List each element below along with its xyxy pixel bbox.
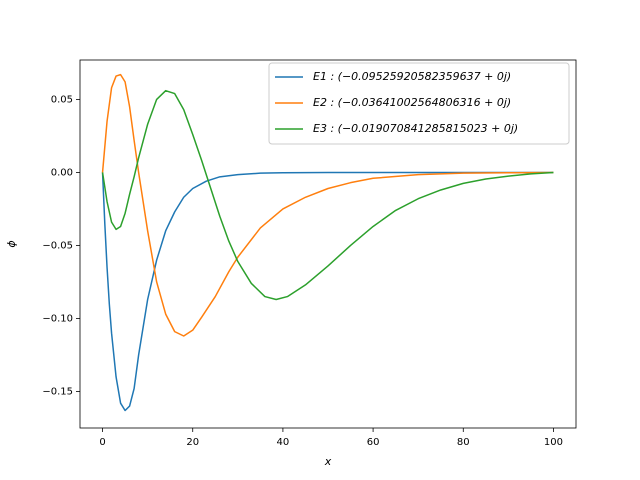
line-series [101,89,554,301]
legend-label: E2 : (−0.03641002564806316 + 0j) [313,96,511,109]
x-tick-label: 100 [544,437,563,448]
legend-box [268,62,570,145]
y-tick-label: −0.15 [42,386,73,397]
line-series [101,73,554,337]
legend-label: E3 : (−0.019070841285815023 + 0j) [313,122,518,135]
plot-frame [79,59,577,429]
line-series [101,171,554,412]
y-tick-label: −0.10 [42,313,73,324]
legend-label: E1 : (−0.09525920582359637 + 0j) [313,70,511,83]
x-tick-label: 60 [367,437,380,448]
y-tick-label: −0.05 [42,240,73,251]
x-axis-label: x [324,455,332,468]
x-tick-label: 20 [186,437,199,448]
x-tick-label: 40 [277,437,290,448]
y-tick-label: 0.05 [51,94,73,105]
y-axis-label: ϕ [5,240,18,247]
y-tick-label: 0.00 [51,167,73,178]
x-tick-label: 0 [99,437,105,448]
x-tick-label: 80 [457,437,470,448]
